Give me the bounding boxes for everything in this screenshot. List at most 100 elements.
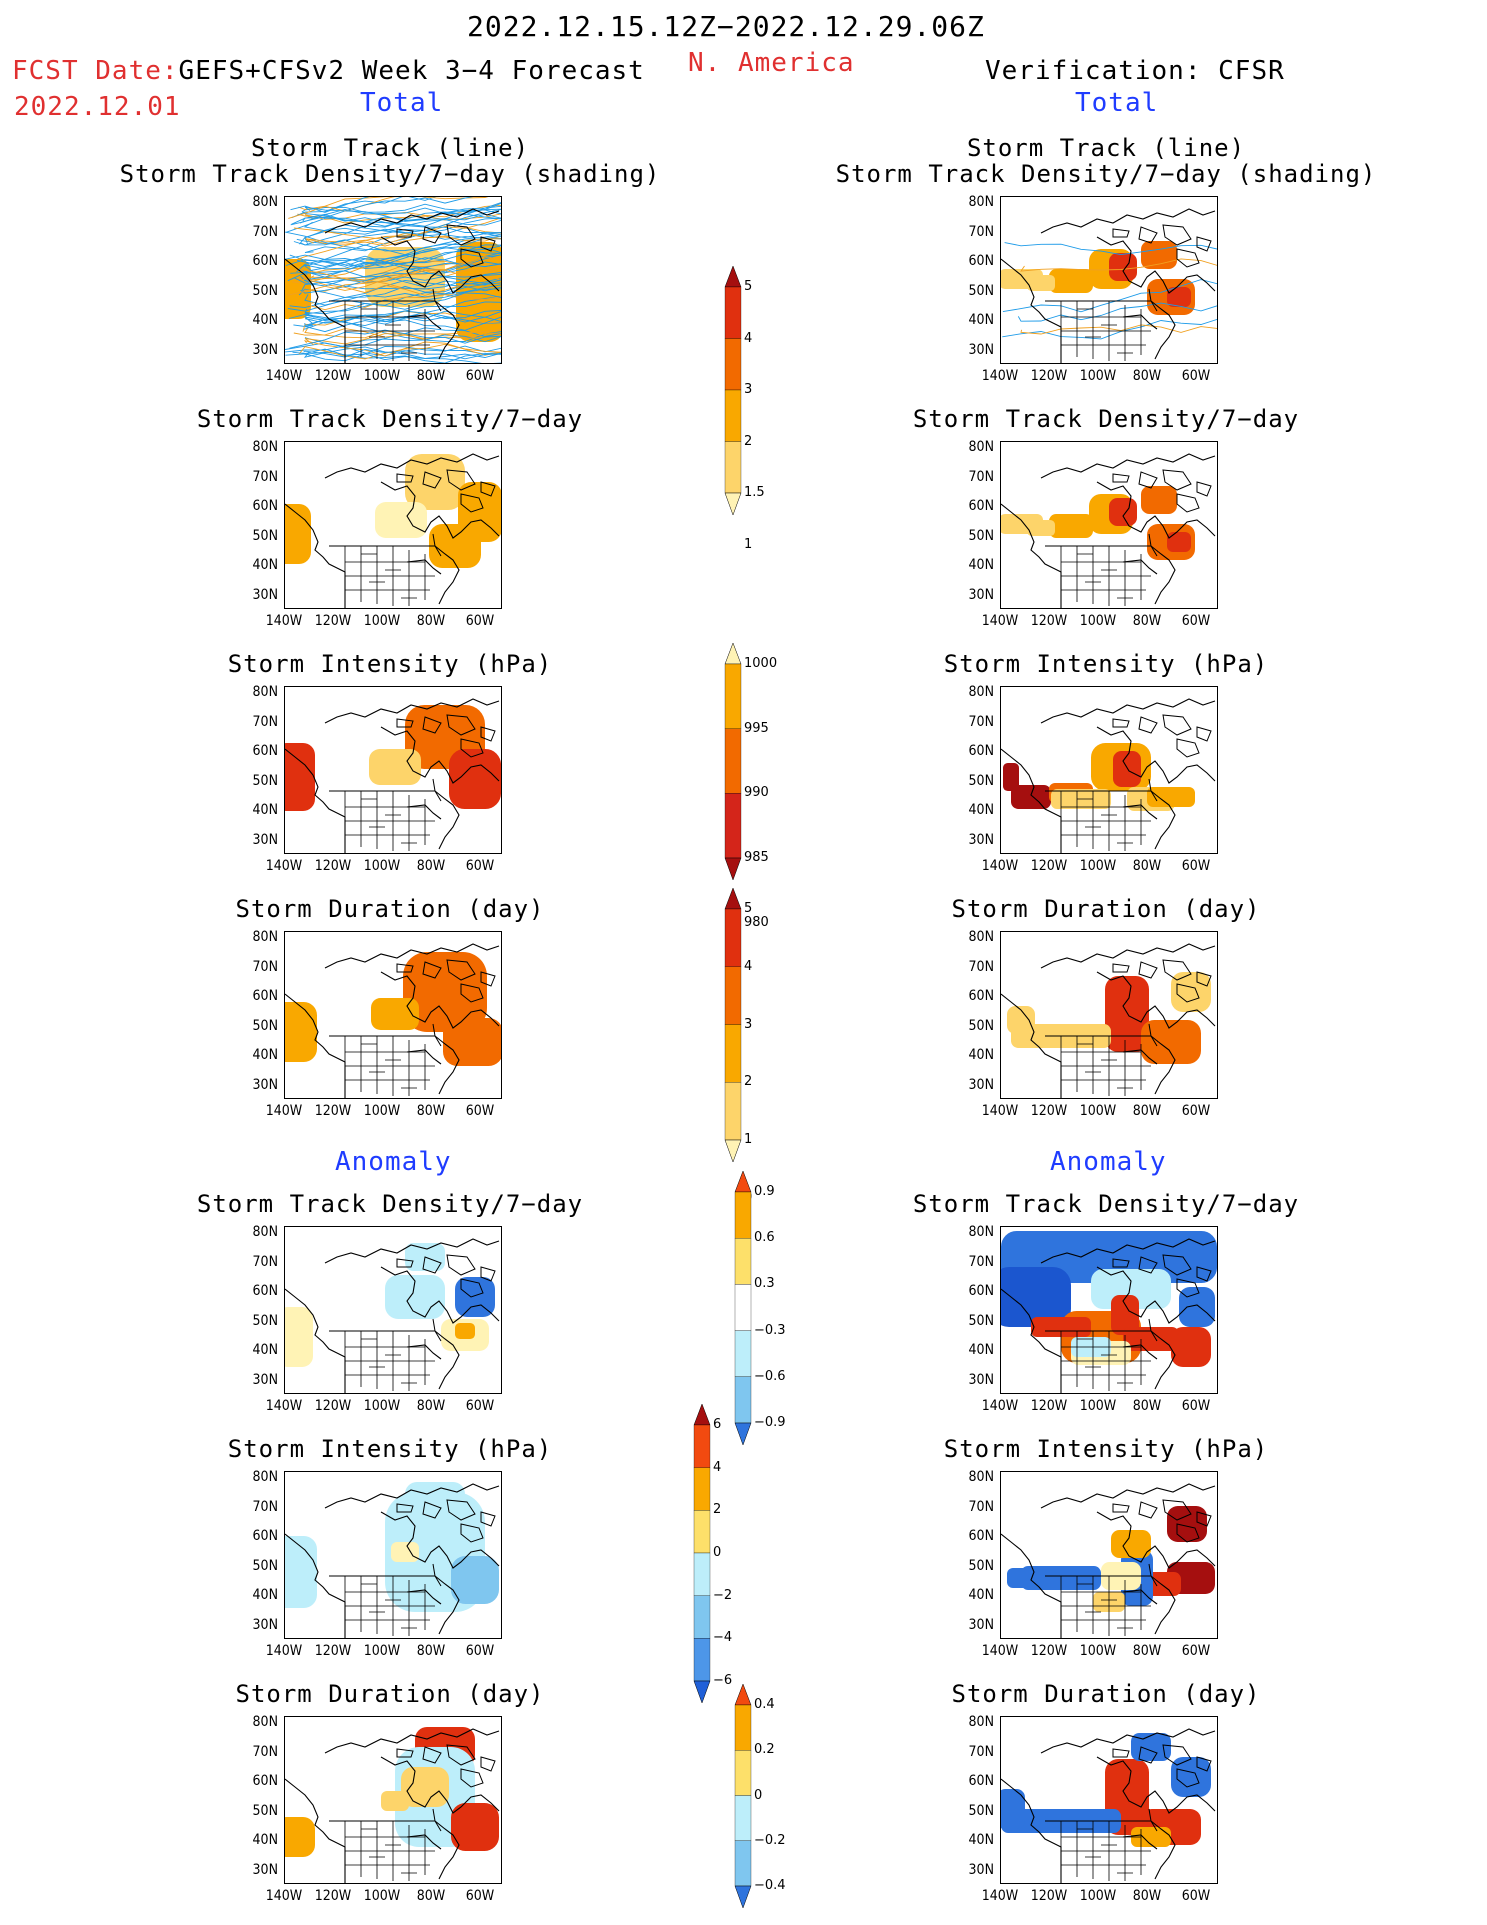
lat-tick-label: 30N (252, 831, 278, 848)
colorbar-tick-label: 4 (713, 1459, 722, 1475)
shading-patch (285, 504, 311, 564)
lat-tick-label: 60N (252, 253, 278, 269)
state-borders (344, 546, 435, 606)
shading-patch (1109, 253, 1137, 281)
lat-tick-label: 70N (968, 1498, 994, 1515)
panel-title-track-R-line1: Storm Track (line) (966, 134, 1246, 162)
lon-tick-label: 60W (1181, 368, 1211, 384)
panel-title-intensity-L: Storm Intensity (hPa) (227, 650, 553, 678)
lat-tick-label: 40N (968, 1047, 994, 1063)
storm-track-line (303, 310, 501, 324)
arctic-islands (396, 959, 496, 1003)
lon-tick-label: 80W (1132, 1103, 1162, 1119)
lat-tick-label: 50N (968, 1017, 994, 1034)
shading-patch (443, 1018, 501, 1066)
lat-tick-label: 80N (968, 439, 994, 455)
lon-tick-label: 140W (981, 1103, 1019, 1119)
colorbar-intensity-total (724, 642, 742, 881)
shading-patch (1113, 751, 1141, 787)
lat-tick-label: 70N (252, 223, 278, 240)
lat-tick-label: 60N (968, 743, 994, 759)
map-panel-density-R (1000, 441, 1218, 609)
arctic-islands (396, 1499, 496, 1543)
colorbar-end-bottom (693, 1680, 711, 1704)
lon-tick-label: 120W (314, 1643, 352, 1659)
lat-tick-label: 80N (252, 1224, 278, 1240)
lat-tick-label: 30N (968, 831, 994, 848)
shading-patch (401, 1767, 449, 1807)
lat-tick-label: 40N (968, 1342, 994, 1358)
lat-tick-label: 80N (252, 194, 278, 210)
lon-tick-label: 140W (981, 1643, 1019, 1659)
lat-tick-label: 40N (968, 1587, 994, 1603)
storm-track-line (292, 348, 501, 363)
storm-track-line (301, 351, 501, 363)
storm-track-line (289, 329, 501, 349)
lon-tick-label: 100W (363, 1888, 401, 1904)
storm-track-line (304, 288, 501, 315)
country-border (329, 288, 442, 312)
shading-patch (1027, 275, 1055, 291)
storm-track-line (1002, 318, 1217, 340)
state-borders (1060, 791, 1151, 851)
lat-tick-label: 30N (252, 1076, 278, 1093)
lat-tick-label: 80N (968, 929, 994, 945)
lon-tick-label: 140W (265, 368, 303, 384)
storm-track-line (286, 266, 501, 296)
lon-tick-label: 140W (265, 613, 303, 629)
lat-tick-label: 70N (252, 1253, 278, 1270)
lat-tick-label: 30N (968, 1371, 994, 1388)
country-border (329, 778, 442, 802)
lat-tick-label: 50N (252, 1802, 278, 1819)
state-borders (1060, 301, 1151, 361)
storm-track-line (285, 256, 501, 283)
colorbar-segment (693, 1467, 711, 1511)
lon-tick-label: 60W (465, 1103, 495, 1119)
colorbar-tick-label: 0 (754, 1787, 763, 1803)
panel-title-density-R: Storm Track Density/7−day (912, 405, 1300, 433)
lat-tick-label: 60N (252, 498, 278, 514)
panel-title-aintensity-R: Storm Intensity (hPa) (943, 1435, 1269, 1463)
arctic-islands (396, 714, 496, 758)
shading-patch (1141, 1020, 1201, 1064)
colorbar-segment (693, 1424, 711, 1468)
coastline (285, 1483, 500, 1638)
colorbar-segment (724, 793, 742, 859)
shading-patch (391, 1542, 419, 1562)
shading-patch (1001, 1267, 1071, 1327)
fcst-date-value: 2022.12.01 (14, 92, 181, 122)
arctic-islands (1112, 469, 1212, 513)
storm-track-line (296, 233, 501, 273)
colorbar-segment (734, 1330, 752, 1377)
state-borders (1060, 1331, 1151, 1391)
country-border (1045, 778, 1158, 802)
shading-patch (1027, 520, 1055, 536)
country-border (1045, 1808, 1158, 1832)
lon-tick-label: 100W (363, 1643, 401, 1659)
arctic-islands (1112, 1499, 1212, 1543)
coastline (285, 453, 500, 608)
country-border (329, 533, 442, 557)
colorbar-tick-label: −0.3 (754, 1322, 786, 1338)
colorbar-tick-label: −0.2 (754, 1832, 786, 1848)
colorbar-segment (724, 908, 742, 967)
lon-tick-label: 120W (314, 858, 352, 874)
lat-tick-label: 70N (252, 1743, 278, 1760)
colorbar-segment (724, 1024, 742, 1083)
storm-track-line (291, 213, 501, 233)
state-borders (344, 1821, 435, 1881)
coastline (1001, 943, 1216, 1098)
lon-tick-label: 60W (1181, 1398, 1211, 1414)
colorbar-tick-label: 1000 (744, 656, 778, 671)
storm-track-line (304, 292, 501, 318)
lat-tick-label: 50N (252, 527, 278, 544)
storm-track-line (302, 210, 501, 222)
shading-patch (455, 1323, 475, 1339)
map-panel-track-R (1000, 196, 1218, 364)
shading-patch (1001, 1789, 1025, 1829)
coastline (285, 208, 500, 363)
colorbar-tick-label: 3 (744, 382, 753, 397)
map-panel-adensity-L (284, 1226, 502, 1394)
storm-track-line (300, 252, 501, 294)
colorbar-tick-label: −0.4 (754, 1878, 786, 1893)
